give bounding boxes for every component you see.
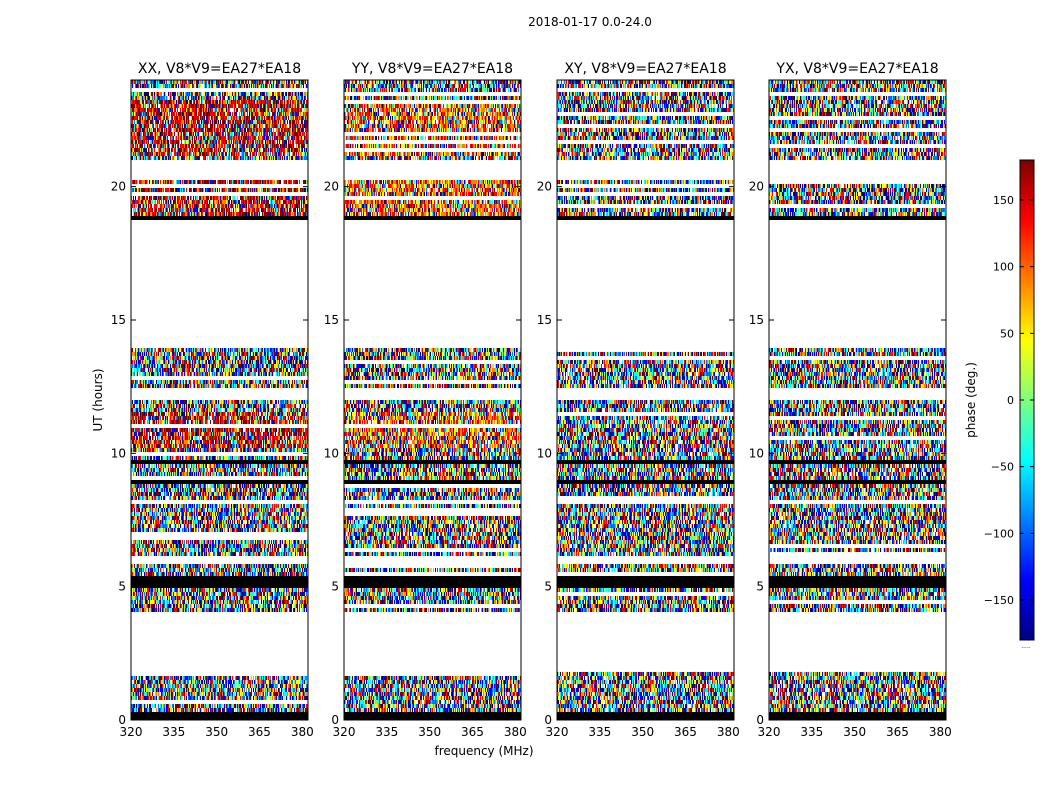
y-tick-label: 0 [756, 713, 764, 727]
x-tick-label: 335 [375, 725, 398, 739]
x-tick-label: 350 [418, 725, 441, 739]
x-tick-label: 320 [120, 725, 143, 739]
y-tick-label: 5 [331, 580, 339, 594]
y-tick-label: 0 [118, 713, 126, 727]
y-tick-label: 20 [537, 180, 552, 194]
x-tick-label: 365 [886, 725, 909, 739]
x-tick-label: 380 [504, 725, 527, 739]
x-tick-label: 350 [631, 725, 654, 739]
y-tick-label: 20 [324, 180, 339, 194]
panel-title: YX, V8*V9=EA27*EA18 [775, 61, 938, 77]
colorbar-label: phase (deg.) [964, 362, 978, 438]
colorbar-tick-label: −50 [991, 461, 1014, 474]
panel-yx-heatmap [769, 80, 946, 720]
y-tick-label: 10 [537, 446, 552, 460]
x-tick-label: 350 [205, 725, 228, 739]
colorbar: −150 −100 −50 0 50 100 150 phase (deg.) ..... [964, 159, 1035, 650]
panel-yx: YX, V8*V9=EA27*EA18 320 335 350 365 380 0 5 10 15… [749, 61, 952, 739]
colorbar-tick-label: 150 [993, 194, 1014, 207]
colorbar-tick-label: −100 [984, 527, 1014, 540]
panel-title: XX, V8*V9=EA27*EA18 [138, 61, 301, 77]
x-tick-label: 320 [758, 725, 781, 739]
panel-yy: YY, V8*V9=EA27*EA18 320 335 350 365 380 0 5 10 15… [324, 61, 527, 739]
panels-group: XX, V8*V9=EA27*EA18 320 335 350 365 380 0 5 10 15… [111, 61, 952, 739]
panel-title: YY, V8*V9=EA27*EA18 [351, 61, 513, 77]
colorbar-ticks: −150 −100 −50 0 50 100 150 [984, 194, 1034, 607]
colorbar-tick-label: 50 [1000, 327, 1014, 340]
y-tick-label: 5 [756, 580, 764, 594]
colorbar-tick-label: −150 [984, 594, 1014, 607]
panel-xx: XX, V8*V9=EA27*EA18 320 335 350 365 380 0 5 10 15… [111, 61, 314, 739]
y-tick-label: 10 [324, 446, 339, 460]
y-tick-label: 20 [749, 180, 764, 194]
x-tick-label: 365 [248, 725, 271, 739]
panel-title: XY, V8*V9=EA27*EA18 [564, 61, 726, 77]
y-axis-label: UT (hours) [91, 368, 105, 431]
x-tick-label: 380 [929, 725, 952, 739]
colorbar-tick-label: 100 [993, 261, 1014, 274]
y-tick-label: 5 [118, 580, 126, 594]
panel-xy: XY, V8*V9=EA27*EA18 320 335 350 365 380 0 5 10 15… [537, 61, 740, 739]
panel-xx-heatmap [131, 80, 308, 720]
y-tick-label: 5 [544, 580, 552, 594]
panel-xy-heatmap [557, 80, 734, 720]
y-tick-label: 20 [111, 180, 126, 194]
y-tick-label: 10 [111, 446, 126, 460]
x-tick-label: 350 [843, 725, 866, 739]
panel-frame [768, 79, 947, 721]
y-tick-label: 10 [749, 446, 764, 460]
panel-frame [556, 79, 735, 721]
y-tick-label: 0 [544, 713, 552, 727]
x-axis-label: frequency (MHz) [434, 744, 533, 758]
x-tick-label: 365 [674, 725, 697, 739]
colorbar-tick-label: 0 [1007, 394, 1014, 407]
x-tick-label: 380 [291, 725, 314, 739]
y-tick-label: 0 [331, 713, 339, 727]
y-tick-label: 15 [324, 313, 339, 327]
x-tick-label: 335 [588, 725, 611, 739]
panel-yy-heatmap [344, 80, 521, 720]
colorbar-caption: ..... [1021, 643, 1031, 650]
y-tick-label: 15 [537, 313, 552, 327]
x-tick-label: 365 [461, 725, 484, 739]
y-tick-label: 15 [111, 313, 126, 327]
x-tick-label: 320 [546, 725, 569, 739]
x-tick-label: 320 [333, 725, 356, 739]
panel-frame [130, 79, 309, 721]
y-tick-label: 15 [749, 313, 764, 327]
x-tick-label: 335 [162, 725, 185, 739]
figure-suptitle: 2018-01-17 0.0-24.0 [528, 15, 652, 29]
panel-frame [343, 79, 522, 721]
x-tick-label: 380 [717, 725, 740, 739]
x-tick-label: 335 [800, 725, 823, 739]
